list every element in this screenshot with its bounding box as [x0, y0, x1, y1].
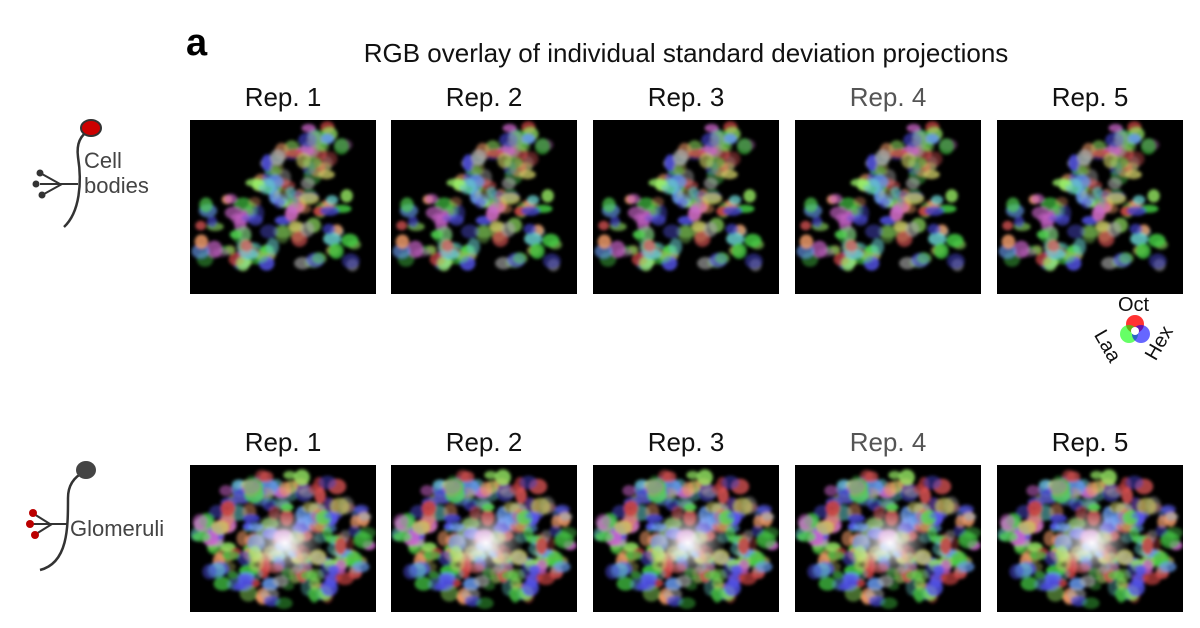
panel-title: Rep. 1 — [244, 82, 322, 112]
cell-body-icon — [32, 119, 102, 228]
panel-title: Rep. 1 — [244, 427, 322, 457]
rgb-legend — [1120, 315, 1150, 343]
panel-title: Rep. 5 — [1051, 427, 1129, 457]
legend-label: Oct — [1118, 294, 1150, 316]
image — [795, 465, 981, 612]
image — [391, 465, 577, 612]
image — [391, 120, 577, 294]
image — [593, 465, 779, 612]
panel-title: Rep. 5 — [1051, 82, 1129, 112]
image — [593, 120, 779, 294]
panel-title: Rep. 2 — [445, 82, 523, 112]
panel-title: Rep. 3 — [647, 82, 725, 112]
row-label: Glomeruli — [70, 516, 165, 541]
figure-title: RGB overlay of individual standard devia… — [363, 38, 1009, 68]
image — [997, 120, 1183, 294]
glomeruli-icon — [26, 461, 96, 572]
panel-label: a — [186, 22, 208, 64]
panel-title: Rep. 2 — [445, 427, 523, 457]
image — [190, 465, 376, 612]
image — [997, 465, 1183, 612]
panel-title: Rep. 4 — [849, 427, 927, 457]
image — [795, 120, 981, 294]
panel-title: Rep. 4 — [849, 82, 927, 112]
row-label: Cell bodies — [84, 148, 149, 198]
panel-title: Rep. 3 — [647, 427, 725, 457]
image — [190, 120, 376, 294]
